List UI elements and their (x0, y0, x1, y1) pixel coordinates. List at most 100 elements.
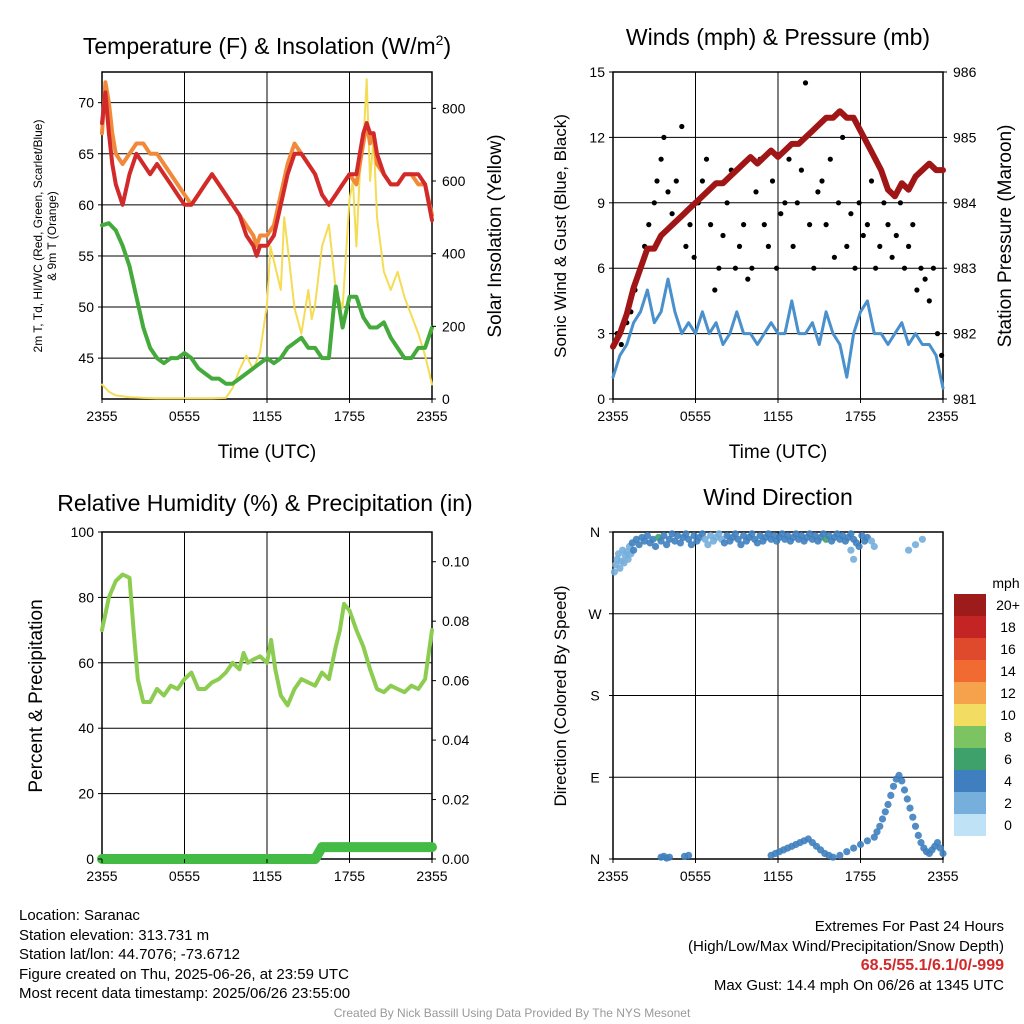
wind-direction-point (878, 815, 887, 823)
winds-y-tick-label: 6 (597, 260, 605, 276)
wind-direction-point (734, 535, 742, 543)
wind-direction-point (856, 840, 865, 849)
humidity-y-tick-label: 40 (78, 720, 94, 736)
wind-direction-point (723, 532, 731, 540)
winds-gust-point (823, 222, 829, 228)
wind-direction-point (914, 831, 922, 840)
winds-gust-point (736, 243, 743, 249)
wind-direction-point (674, 532, 682, 540)
wind-direction-point (939, 849, 947, 858)
wind-speed-legend-swatch (954, 814, 986, 836)
humidity-y-axis-label: Percent & Precipitation (26, 599, 47, 792)
humidity-series-precip (97, 842, 437, 864)
winds-gust-point (765, 243, 772, 249)
wind-speed-legend-label: 10 (1000, 707, 1016, 723)
winds-y2-tick-label: 982 (953, 326, 977, 342)
station-latlon: Station lat/lon: 44.7076; -73.6712 (19, 946, 241, 964)
humidity-y-tick-label: 100 (71, 524, 95, 540)
wind-direction-x-tick-label: 1755 (845, 868, 876, 884)
wind-direction-point (687, 541, 696, 549)
wind-direction-y-tick-label: N (590, 524, 600, 540)
wind-direction-point (911, 541, 920, 549)
station-elevation: Station elevation: 313.731 m (19, 926, 210, 944)
winds-gust-point (786, 156, 792, 162)
winds-gust-point (901, 265, 908, 271)
wind-direction-point (903, 795, 911, 803)
temperature-x-tick-label: 1155 (252, 408, 282, 424)
temperature-y2-tick-label: 200 (442, 318, 466, 334)
winds-x-tick-label: 1755 (845, 408, 876, 424)
wind-direction-point (748, 530, 756, 538)
winds-y2-tick-label: 985 (953, 129, 977, 145)
winds-x-tick-label: 2355 (597, 408, 628, 424)
winds-gust-point (848, 211, 854, 217)
humidity-x-tick-label: 2355 (416, 868, 447, 884)
temperature-y-tick-label: 60 (78, 197, 94, 213)
humidity-x-tick-label: 0555 (169, 868, 200, 884)
wind-speed-legend-swatch (954, 770, 986, 792)
winds-y-tick-label: 9 (597, 195, 605, 211)
temperature-x-tick-label: 2355 (416, 408, 447, 424)
winds-gust-point (646, 222, 652, 228)
winds-gust-point (753, 189, 759, 195)
wind-direction-point (682, 530, 690, 538)
winds-gust-point (844, 243, 850, 249)
winds-gust-point (885, 222, 891, 228)
wind-direction-point (665, 853, 674, 861)
humidity-y2-tick-label: 0.10 (442, 554, 469, 570)
station-location: Location: Saranac (19, 907, 140, 924)
figure-created: Figure created on Thu, 2025-06-26, at 23… (19, 965, 349, 983)
winds-gust-point (835, 200, 842, 206)
winds-gust-point (868, 178, 875, 184)
wind-direction-point (906, 804, 914, 812)
winds-gust-point (802, 80, 809, 86)
wind-direction-point (889, 782, 898, 790)
wind-direction-point (676, 539, 685, 547)
wind-direction-y-axis-label: Direction (Colored By Speed) (551, 585, 570, 806)
wind-direction-point (936, 844, 944, 852)
wind-direction-point (863, 837, 872, 845)
winds-gust-point (683, 243, 689, 249)
winds-gust-point (877, 243, 883, 249)
wind-speed-legend-label: 20+ (996, 597, 1020, 613)
wind-direction-point (720, 539, 729, 547)
wind-direction-point (905, 546, 913, 554)
wind-direction-point (829, 853, 837, 861)
wind-direction-point (663, 541, 671, 549)
max-gust: Max Gust: 14.4 mph On 06/26 at 1345 UTC (713, 976, 1004, 994)
winds-gust-point (669, 211, 675, 217)
wind-direction-point (778, 530, 786, 538)
temperature-y2-tick-label: 0 (442, 391, 450, 407)
wind-direction-point (870, 542, 878, 551)
winds-gust-point (741, 222, 747, 228)
temperature-x-tick-label: 1755 (334, 408, 365, 424)
wind-direction-point (811, 532, 819, 540)
winds-series-pressure (610, 108, 946, 350)
winds-gust-point (654, 178, 660, 184)
wind-speed-legend-swatch (954, 704, 986, 726)
wind-speed-legend-title: mph (992, 575, 1019, 591)
wind-direction-point (881, 808, 889, 816)
winds-y2-tick-label: 981 (953, 391, 977, 407)
wind-direction-point (825, 532, 833, 540)
winds-gust-point (673, 178, 679, 184)
temperature-x-tick-label: 2355 (86, 408, 117, 424)
credit-line: Created By Nick Bassill Using Data Provi… (333, 1006, 691, 1020)
winds-y-axis-label: Sonic Wind & Gust (Blue, Black) (551, 114, 570, 358)
wind-direction-point (933, 839, 942, 847)
wind-direction-point (806, 530, 814, 538)
humidity-y2-tick-label: 0.00 (442, 851, 469, 867)
humidity-y-tick-label: 80 (78, 589, 94, 605)
winds-gust-point (749, 265, 755, 271)
wind-direction-point (850, 844, 858, 852)
winds-y2-tick-label: 984 (953, 195, 977, 211)
wind-direction-point (649, 535, 657, 543)
winds-series-sonic-wind (611, 277, 945, 390)
wind-direction-point (715, 530, 723, 538)
winds-x-tick-label: 2355 (927, 408, 958, 424)
winds-gust-point (661, 134, 667, 140)
wind-direction-point (753, 539, 762, 547)
wind-direction-point (839, 532, 847, 540)
temperature-y-tick-label: 50 (78, 299, 94, 315)
temperature-series-insolation (101, 78, 433, 400)
